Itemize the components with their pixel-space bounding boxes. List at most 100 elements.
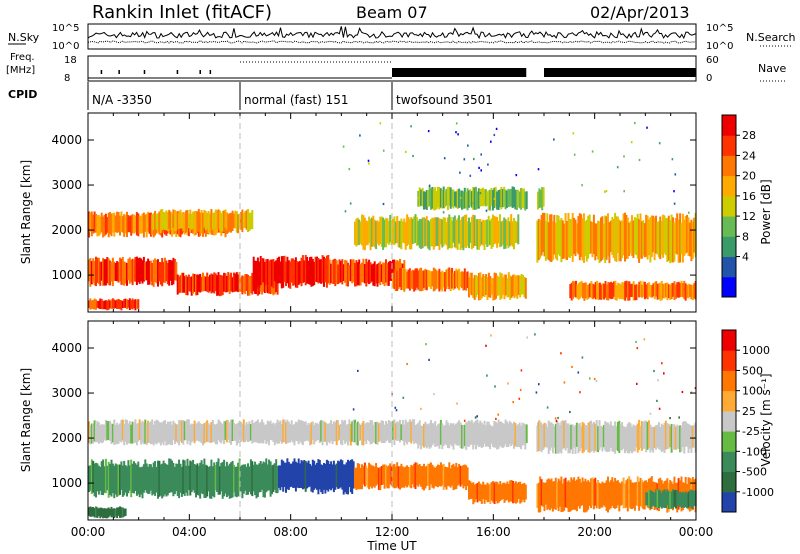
data-cell [341, 460, 344, 490]
data-cell [390, 261, 393, 281]
data-cell [638, 219, 641, 263]
data-cell [103, 424, 106, 440]
data-cell [473, 215, 476, 246]
data-cell [286, 256, 289, 284]
data-cell [638, 481, 641, 511]
data-cell [316, 462, 318, 490]
data-cell [439, 462, 442, 487]
data-cell [427, 424, 430, 447]
data-cell [549, 422, 552, 451]
data-cell [245, 422, 248, 441]
data-cell [600, 425, 602, 448]
data-cell [656, 424, 659, 448]
data-cell [149, 260, 152, 282]
data-cell [690, 284, 693, 300]
data-cell [304, 461, 307, 492]
data-cell [276, 465, 279, 494]
data-cell [497, 484, 500, 503]
data-cell [256, 257, 259, 286]
scatter-point [485, 209, 488, 212]
data-cell [99, 261, 102, 286]
data-cell [602, 424, 605, 448]
data-cell [392, 420, 394, 440]
data-cell [669, 220, 672, 264]
colorbar-swatch [722, 390, 736, 412]
data-cell [300, 460, 303, 488]
data-cell [93, 508, 96, 518]
data-cell [611, 216, 614, 255]
data-cell [292, 461, 295, 488]
data-cell [248, 212, 251, 232]
freq-dot [209, 70, 212, 74]
data-cell [233, 423, 235, 441]
data-cell [111, 423, 114, 443]
data-cell [164, 257, 166, 283]
data-cell [200, 424, 203, 444]
data-cell [522, 483, 524, 500]
data-cell [147, 466, 150, 494]
data-cell [686, 285, 689, 298]
data-cell [271, 424, 273, 441]
data-cell [465, 214, 468, 248]
data-cell [93, 298, 96, 310]
data-cell [209, 466, 211, 499]
data-cell [107, 461, 110, 498]
data-cell [441, 423, 444, 450]
data-cell [681, 282, 684, 298]
colorbar-frame [721, 329, 737, 513]
data-cell [370, 264, 373, 282]
data-cell [327, 254, 330, 284]
data-cell [262, 273, 265, 292]
data-cell [679, 283, 682, 298]
data-cell [655, 215, 657, 254]
data-cell [241, 423, 244, 441]
data-cell [664, 218, 667, 256]
data-cell [489, 220, 492, 245]
data-cell [430, 462, 432, 485]
data-cell [102, 216, 105, 238]
data-cell [659, 427, 662, 450]
data-cell [228, 274, 231, 294]
data-cell [365, 258, 368, 287]
data-cell [401, 221, 404, 243]
data-cell [520, 274, 523, 295]
data-cell [221, 275, 224, 296]
data-cell [183, 276, 186, 293]
y-tick-label: 1000 [51, 476, 82, 490]
data-cell [140, 216, 143, 234]
data-cell [597, 283, 600, 301]
data-cell [373, 261, 376, 287]
data-cell [121, 216, 124, 233]
data-cell [655, 425, 657, 450]
data-cell [363, 264, 366, 284]
freq-tick-left-bottom: 8 [64, 73, 70, 84]
data-cell [224, 466, 227, 494]
data-cell [330, 263, 333, 284]
data-cell [376, 467, 379, 485]
data-cell [123, 508, 126, 517]
data-cell [152, 424, 155, 446]
data-cell [568, 482, 571, 512]
data-cell [600, 483, 602, 508]
data-cell [423, 217, 425, 247]
data-cell [453, 191, 456, 207]
data-cell [292, 425, 295, 443]
data-cell [431, 423, 434, 446]
data-cell [441, 270, 444, 292]
data-cell [207, 467, 210, 492]
data-cell [600, 217, 602, 262]
data-cell [202, 212, 204, 233]
data-cell [499, 189, 501, 208]
data-cell [354, 262, 356, 287]
data-cell [448, 214, 451, 248]
data-cell [254, 260, 257, 284]
data-cell [614, 212, 617, 261]
data-cell [618, 420, 621, 453]
scatter-point [412, 154, 414, 158]
data-cell [175, 424, 178, 442]
data-cell [616, 421, 619, 452]
data-cell [179, 463, 182, 493]
data-cell [207, 276, 210, 293]
scatter-point [473, 157, 475, 161]
data-cell [667, 423, 670, 449]
